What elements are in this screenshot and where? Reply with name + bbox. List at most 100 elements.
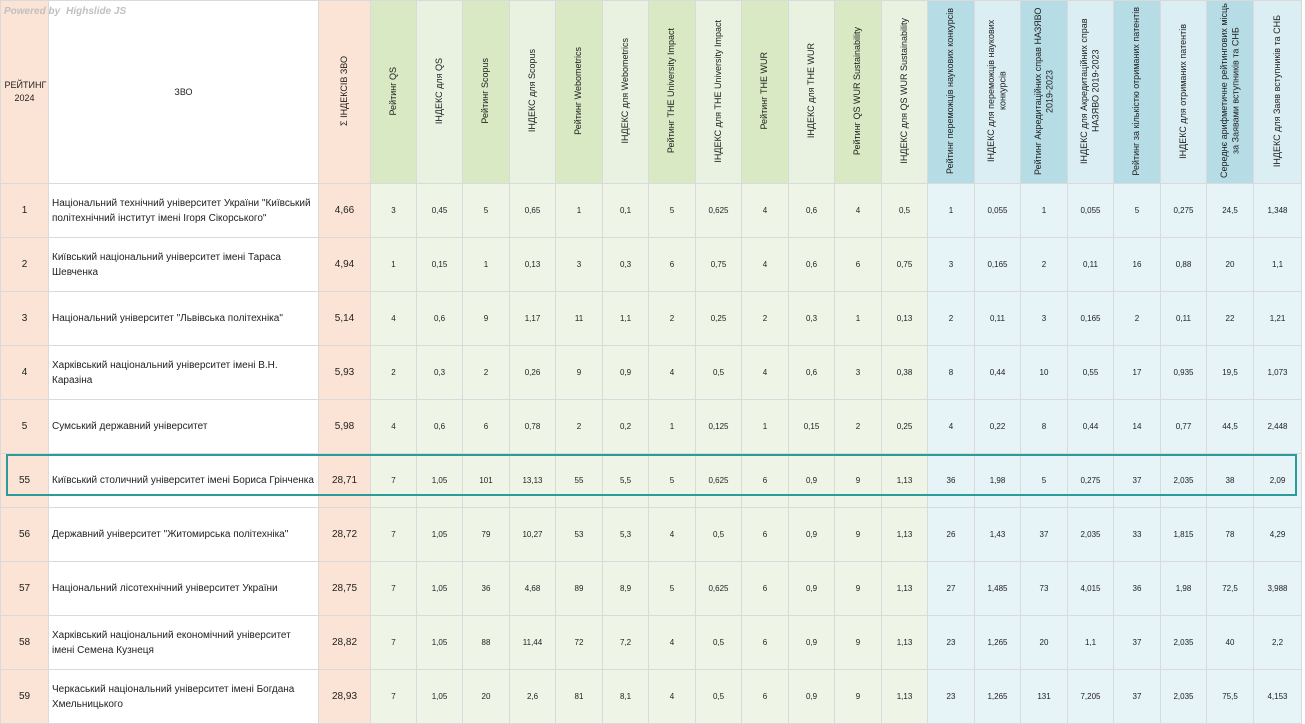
header-col-7[interactable]: Рейтинг THE University Impact	[648, 0, 696, 184]
metric-cell: 2	[370, 345, 417, 400]
metric-cell: 0,6	[416, 399, 463, 454]
metric-cell: 0,11	[1160, 291, 1207, 346]
header-col-2[interactable]: ІНДЕКС для QS	[416, 0, 463, 184]
metric-cell: 55	[555, 453, 603, 508]
metric-cell: 7	[370, 669, 417, 724]
metric-cell: 1,265	[974, 669, 1021, 724]
metric-cell: 2,2	[1253, 615, 1302, 670]
table-row[interactable]: 2 Київський національний університет імен…	[0, 237, 1302, 292]
table-row[interactable]: 1 Національний технічний університет Укра…	[0, 183, 1302, 238]
metric-cell: 0,13	[881, 291, 928, 346]
metric-cell: 1	[741, 399, 789, 454]
metric-cell: 9	[834, 561, 882, 616]
metric-cell: 1,815	[1160, 507, 1207, 562]
metric-cell: 2	[741, 291, 789, 346]
header-col-8[interactable]: ІНДЕКС для THE University Impact	[695, 0, 742, 184]
header-col-12[interactable]: ІНДЕКС для QS WUR Sustainability	[881, 0, 928, 184]
table-row[interactable]: 57 Національний лісотехнічний університет…	[0, 561, 1302, 616]
header-col-17[interactable]: Рейтинг за кількістю отриманих патентів	[1113, 0, 1161, 184]
metric-cell: 0,13	[509, 237, 556, 292]
table-row[interactable]: 58 Харківський національний економічний у…	[0, 615, 1302, 670]
header-col-13[interactable]: Рейтинг переможців наукових конкурсів	[927, 0, 975, 184]
metric-cell: 9	[834, 669, 882, 724]
header-col-20[interactable]: ІНДЕКС для Заяв вступників та СНБ	[1253, 0, 1302, 184]
header-col-3[interactable]: Рейтинг Scopus	[462, 0, 510, 184]
header-name[interactable]: ЗВО	[48, 0, 319, 184]
metric-cell: 2	[1020, 237, 1068, 292]
table-row[interactable]: 55 Київський столичний університет імені …	[0, 453, 1302, 508]
metric-cell: 0,88	[1160, 237, 1207, 292]
header-col-5[interactable]: Рейтинг Webometrics	[555, 0, 603, 184]
table-row[interactable]: 4 Харківський національний університет ім…	[0, 345, 1302, 400]
header-col-9[interactable]: Рейтинг THE WUR	[741, 0, 789, 184]
metric-cell: 5	[648, 561, 696, 616]
header-col-1[interactable]: Рейтинг QS	[370, 0, 417, 184]
metric-cell: 0,055	[1067, 183, 1114, 238]
metric-cell: 3	[555, 237, 603, 292]
metric-cell: 0,11	[1067, 237, 1114, 292]
header-col-4[interactable]: ІНДЕКС для Scopus	[509, 0, 556, 184]
metric-cell: 1,13	[881, 507, 928, 562]
header-col-10[interactable]: ІНДЕКС для THE WUR	[788, 0, 835, 184]
metric-cell: 37	[1020, 507, 1068, 562]
university-name-cell: Київський національний університет імені…	[48, 237, 319, 292]
metric-cell: 0,44	[974, 345, 1021, 400]
metric-cell: 6	[834, 237, 882, 292]
table-row[interactable]: 59 Черкаський національний університет ім…	[0, 669, 1302, 724]
metric-cell: 0,275	[1160, 183, 1207, 238]
table-row[interactable]: 56 Державний університет "Житомирська пол…	[0, 507, 1302, 562]
header-col-16[interactable]: ІНДЕКС для Акредитаційних справ НАЗЯВО 2…	[1067, 0, 1114, 184]
metric-cell: 9	[555, 345, 603, 400]
powered-by-brand: Highslide JS	[66, 6, 127, 17]
sum-index-cell: 28,71	[318, 453, 371, 508]
header-sum[interactable]: Σ ІНДЕКСІВ ЗВО	[318, 0, 371, 184]
sum-index-cell: 28,75	[318, 561, 371, 616]
sum-index-cell: 5,14	[318, 291, 371, 346]
header-col-15[interactable]: Рейтинг Акредитаційних справ НАЗЯВО 2019…	[1020, 0, 1068, 184]
metric-cell: 2	[834, 399, 882, 454]
metric-cell: 0,6	[416, 291, 463, 346]
university-name-cell: Харківський національний університет іме…	[48, 345, 319, 400]
metric-cell: 6	[741, 669, 789, 724]
metric-cell: 9	[462, 291, 510, 346]
metric-cell: 11	[555, 291, 603, 346]
university-name-cell: Національний лісотехнічний університет У…	[48, 561, 319, 616]
metric-cell: 0,44	[1067, 399, 1114, 454]
table-body: 1 Національний технічний університет Укра…	[0, 183, 1302, 724]
metric-cell: 89	[555, 561, 603, 616]
metric-cell: 4	[741, 183, 789, 238]
metric-cell: 20	[462, 669, 510, 724]
metric-cell: 0,165	[1067, 291, 1114, 346]
header-rank[interactable]: РЕЙТИНГ 2024	[0, 0, 49, 184]
university-name-cell: Харківський національний економічний уні…	[48, 615, 319, 670]
metric-cell: 1,17	[509, 291, 556, 346]
header-col-19[interactable]: Середнє арифметичне рейтингових місць за…	[1206, 0, 1254, 184]
metric-cell: 4	[648, 615, 696, 670]
metric-cell: 1,13	[881, 669, 928, 724]
metric-cell: 7,205	[1067, 669, 1114, 724]
metric-cell: 1,05	[416, 453, 463, 508]
powered-by-prefix: Powered by	[4, 6, 61, 17]
metric-cell: 24,5	[1206, 183, 1254, 238]
rank-cell: 58	[0, 615, 49, 670]
header-col-14[interactable]: ІНДЕКС для переможців наукових конкурсів	[974, 0, 1021, 184]
metric-cell: 1,348	[1253, 183, 1302, 238]
metric-cell: 1,485	[974, 561, 1021, 616]
metric-cell: 79	[462, 507, 510, 562]
header-col-6[interactable]: ІНДЕКС для Webometrics	[602, 0, 649, 184]
metric-cell: 1,265	[974, 615, 1021, 670]
metric-cell: 1,13	[881, 453, 928, 508]
metric-cell: 2,035	[1160, 615, 1207, 670]
metric-cell: 2	[927, 291, 975, 346]
metric-cell: 0,625	[695, 453, 742, 508]
header-col-11[interactable]: Рейтинг QS WUR Sustainability	[834, 0, 882, 184]
header-col-18[interactable]: ІНДЕКС для отриманих патентів	[1160, 0, 1207, 184]
metric-cell: 38	[1206, 453, 1254, 508]
table-row[interactable]: 3 Національний університет "Львівська пол…	[0, 291, 1302, 346]
metric-cell: 3	[1020, 291, 1068, 346]
metric-cell: 1,13	[881, 561, 928, 616]
table-row[interactable]: 5 Сумський державний університет 5,98 4 0,6 6…	[0, 399, 1302, 454]
metric-cell: 4,015	[1067, 561, 1114, 616]
metric-cell: 0,3	[416, 345, 463, 400]
rank-cell: 3	[0, 291, 49, 346]
